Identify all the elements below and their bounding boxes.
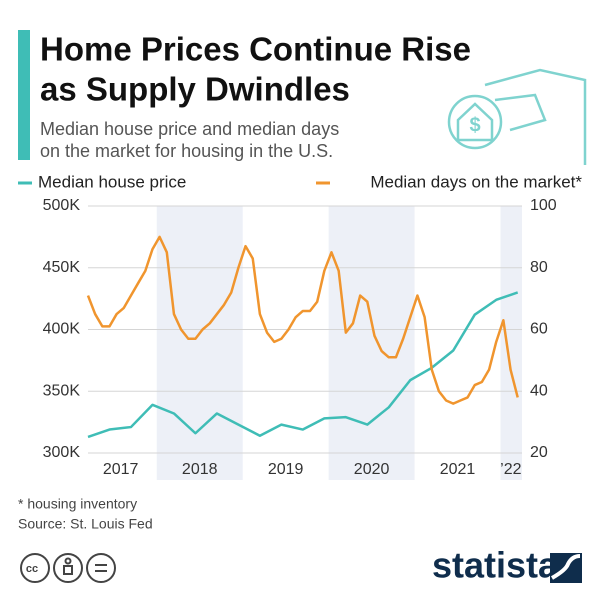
y2-tick-label: 80 [530,259,548,276]
y-tick-label: 300K [43,444,81,461]
y-tick-label: 400K [43,321,81,338]
x-tick-label: 2017 [103,461,139,478]
year-band [500,206,522,480]
y2-tick-label: 20 [530,444,548,461]
y2-tick-label: 40 [530,382,548,399]
svg-text:$: $ [469,114,480,136]
title-line: as Supply Dwindles [40,71,350,108]
x-tick-label: ’22 [500,461,521,478]
y2-tick-label: 100 [530,197,557,214]
brand-mark [551,554,581,580]
footnote: * housing inventory [18,496,137,512]
title-line: Home Prices Continue Rise [40,31,471,68]
cc-mark: cc [26,563,38,575]
x-tick-label: 2020 [354,461,390,478]
subtitle-line: Median house price and median days [40,119,339,139]
license-icons [20,553,116,583]
source: Source: St. Louis Fed [18,516,153,532]
legend-label: Median house price [38,172,186,191]
year-band [156,206,243,480]
series-line [86,235,519,405]
legend-label: Median days on the market* [370,172,582,191]
x-tick-label: 2019 [268,461,304,478]
plot: 300K 350K 400K 450K 500K 20 40 60 80 100 2017 2018 2… [18,172,582,480]
accent-bar [18,30,30,160]
x-tick-label: 2021 [440,461,476,478]
subtitle-line: on the market for housing in the U.S. [40,141,333,161]
y-tick-label: 500K [43,197,81,214]
x-tick-label: 2018 [182,461,218,478]
y-tick-label: 450K [43,259,81,276]
y-tick-label: 350K [43,382,81,399]
brand: statista [432,545,559,586]
y2-tick-label: 60 [530,321,548,338]
money-icon: $ [447,68,587,165]
series-line [87,291,519,439]
